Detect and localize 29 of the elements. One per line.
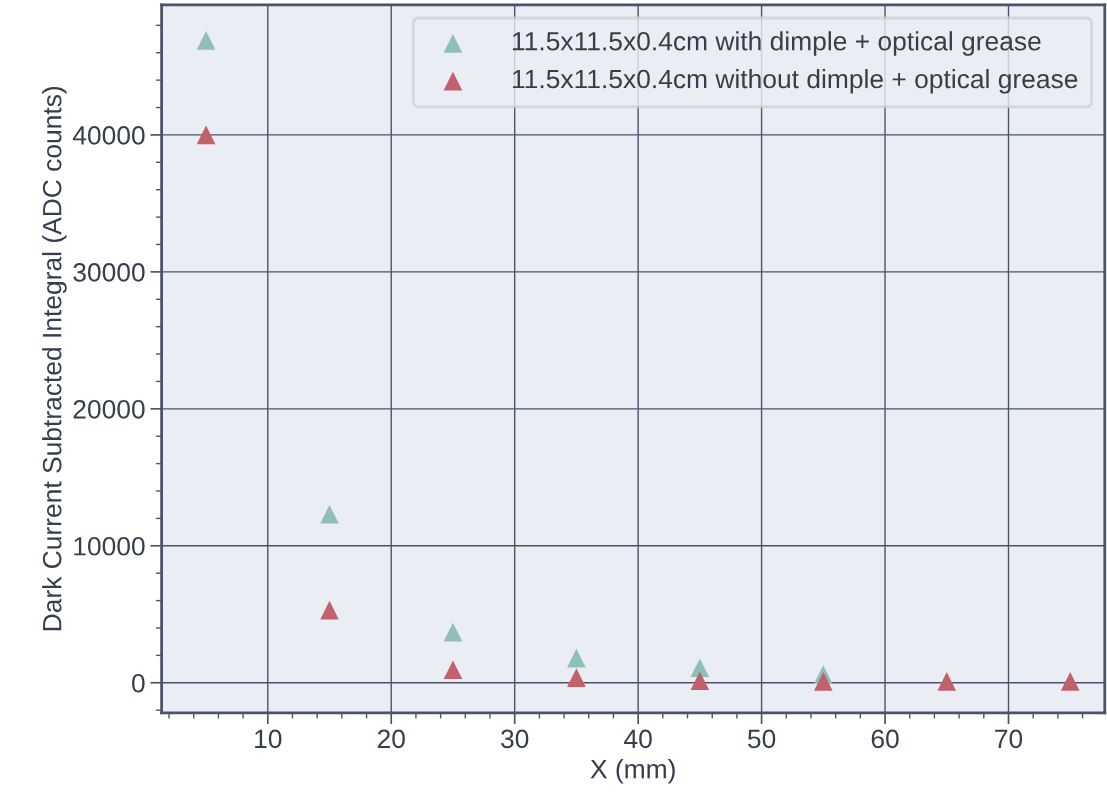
- x-tick-label: 70: [995, 729, 1023, 749]
- point: [196, 31, 216, 50]
- point: [567, 668, 586, 688]
- y-tick-label: 20000: [73, 399, 145, 419]
- point: [196, 125, 216, 145]
- x-tick-label: 40: [624, 729, 652, 749]
- point: [814, 672, 833, 691]
- x-axis-title: X (mm): [590, 759, 675, 784]
- x-tick-label: 10: [255, 729, 282, 749]
- point: [320, 600, 339, 620]
- x-tick-label: 30: [501, 729, 529, 749]
- point: [690, 658, 710, 678]
- legend-label: 11.5x11.5x0.4cm with dimple + optical grease: [512, 31, 1041, 56]
- y-axis-title: Dark Current Subtracted Integral (ADC counts): [42, 86, 67, 631]
- point: [443, 622, 463, 642]
- y-tick-label: 40000: [72, 126, 145, 145]
- x-tick-label: 50: [747, 729, 776, 749]
- point: [320, 504, 339, 524]
- point: [443, 660, 463, 680]
- y-tick-label: 10000: [74, 536, 145, 556]
- x-tick-label: 20: [377, 729, 405, 749]
- point: [1060, 672, 1080, 691]
- point: [690, 671, 710, 691]
- legend-label: 11.5x11.5x0.4cm without dimple + optical grease: [512, 68, 1078, 94]
- x-tick-label: 60: [871, 729, 899, 749]
- y-tick-label: 0: [132, 673, 145, 693]
- point: [567, 648, 586, 668]
- y-tick-label: 30000: [73, 263, 145, 282]
- point: [937, 672, 957, 691]
